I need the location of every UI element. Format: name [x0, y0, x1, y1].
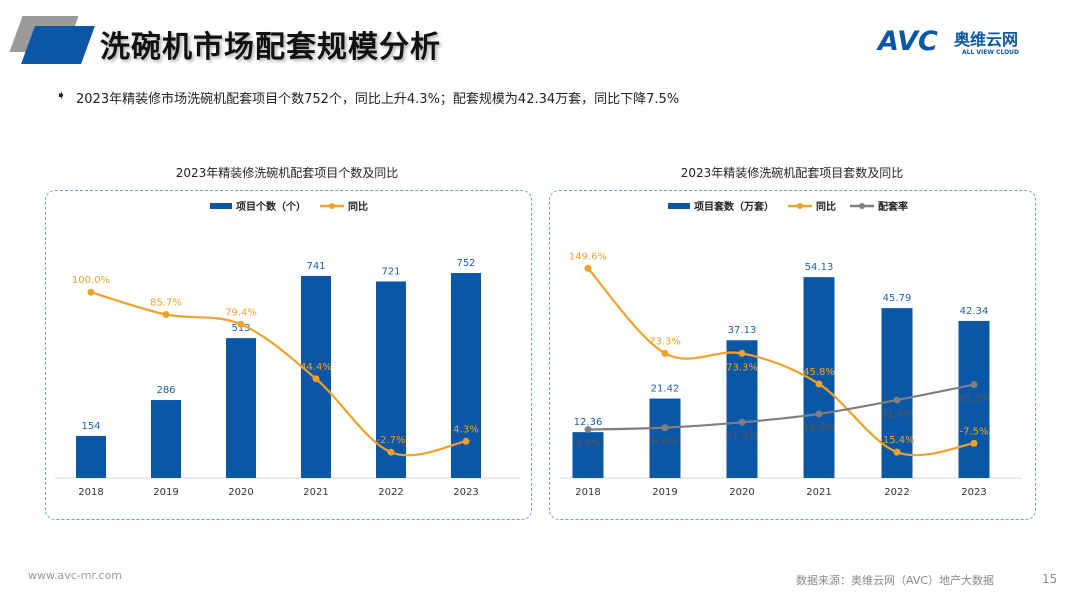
legend-label: 配套率 [878, 200, 908, 213]
legend-bar-swatch [668, 203, 690, 209]
line-value-label: 100.0% [72, 275, 110, 286]
line-point [661, 349, 669, 357]
bar [649, 398, 681, 478]
bar-value-label: 12.36 [574, 417, 603, 428]
bar-value-label: 54.13 [805, 262, 834, 273]
chart2-frame [549, 190, 1036, 520]
bar-value-label: 37.13 [728, 325, 757, 336]
line-point [970, 381, 978, 389]
footer-source: 数据来源：奥维云网（AVC）地产大数据 [796, 574, 995, 587]
bar-value-label: 42.34 [960, 306, 989, 317]
rate-line [587, 383, 975, 431]
line-value-label: 79.4% [225, 307, 257, 318]
line-point [462, 437, 470, 445]
line-point [584, 264, 592, 272]
x-tick-label: 2021 [303, 487, 328, 498]
legend-bar-swatch [210, 203, 232, 209]
x-tick-label: 2020 [729, 487, 754, 498]
bar [151, 400, 181, 478]
line-value-label: 6.6% [652, 437, 677, 448]
line-point [893, 448, 901, 456]
bar [572, 432, 604, 478]
legend-label: 同比 [348, 200, 368, 213]
line-value-label: 31.4% [881, 409, 913, 420]
legend-marker [329, 203, 335, 209]
bar [76, 436, 106, 478]
x-tick-label: 2022 [884, 487, 909, 498]
line-value-label: 44.4% [300, 362, 332, 373]
line-point [87, 288, 95, 296]
bar [958, 320, 990, 478]
x-tick-label: 2019 [652, 487, 677, 498]
bar-value-label: 721 [381, 266, 400, 277]
line-point [738, 418, 746, 426]
line-point [661, 424, 669, 432]
line-value-label: 18.9% [803, 423, 835, 434]
bar [376, 281, 406, 478]
x-tick-label: 2020 [228, 487, 253, 498]
bar [451, 273, 481, 478]
x-tick-label: 2018 [78, 487, 103, 498]
bar-value-label: 752 [456, 258, 475, 269]
line-value-label: 45.8% [803, 367, 835, 378]
x-tick-label: 2019 [153, 487, 178, 498]
line-value-label: -15.4% [879, 435, 914, 446]
x-tick-label: 2023 [453, 487, 478, 498]
bar-value-label: 286 [156, 385, 175, 396]
yoy-line [587, 267, 975, 457]
bar-value-label: 45.79 [883, 293, 912, 304]
line-value-label: 85.7% [150, 297, 182, 308]
chart1-frame [45, 190, 532, 520]
line-value-label: 149.6% [569, 251, 607, 262]
line-value-label: 4.3% [453, 424, 478, 435]
legend-marker [797, 203, 803, 209]
chart1-title: 2023年精装修洗碗机配套项目个数及同比 [175, 166, 399, 180]
x-tick-label: 2021 [806, 487, 831, 498]
line-point [970, 439, 978, 447]
page-number: 15 [1042, 572, 1058, 586]
legend-label: 同比 [816, 200, 836, 213]
avc-logo: AVC 奥维云网 ALL VIEW CLOUD [878, 26, 1048, 60]
x-tick-label: 2018 [575, 487, 600, 498]
x-tick-label: 2022 [378, 487, 403, 498]
line-value-label: 73.3% [649, 336, 681, 347]
line-point [893, 396, 901, 404]
logo-text: AVC [878, 26, 938, 57]
line-point [162, 310, 170, 318]
line-value-label: -2.7% [376, 435, 405, 446]
bar-value-label: 513 [231, 323, 250, 334]
line-point [738, 349, 746, 357]
footer-url: www.avc-mr.com [28, 569, 122, 582]
bar [726, 340, 758, 478]
legend-marker [859, 203, 865, 209]
bar-value-label: 741 [306, 261, 325, 272]
x-tick-label: 2023 [961, 487, 986, 498]
line-value-label: 4.9% [575, 439, 600, 450]
page-title: 洗碗机市场配套规模分析 [100, 30, 441, 65]
summary-text: 2023年精装修市场洗碗机配套项目个数752个，同比上升4.3%；配套规模为42… [76, 92, 680, 107]
legend-label: 项目个数（个） [236, 200, 306, 213]
line-point [387, 448, 395, 456]
bar-value-label: 154 [81, 421, 100, 432]
line-value-label: 73.3% [726, 362, 758, 373]
legend-label: 项目套数（万套） [694, 200, 774, 213]
line-point [815, 380, 823, 388]
bar [226, 338, 256, 478]
chart2-title: 2023年精装修洗碗机配套项目套数及同比 [680, 166, 904, 180]
line-point [584, 426, 592, 434]
line-point [237, 320, 245, 328]
line-value-label: 45.3% [958, 394, 990, 405]
logo-en: ALL VIEW CLOUD [962, 49, 1020, 56]
line-point [815, 410, 823, 418]
yoy-line [90, 291, 467, 457]
bar-value-label: 21.42 [651, 384, 680, 395]
line-value-label: -7.5% [959, 426, 988, 437]
line-value-label: 11.4% [726, 431, 758, 442]
bullet-icon: ➧ [56, 88, 67, 102]
logo-cn: 奥维云网 [954, 30, 1019, 49]
line-point [312, 375, 320, 383]
